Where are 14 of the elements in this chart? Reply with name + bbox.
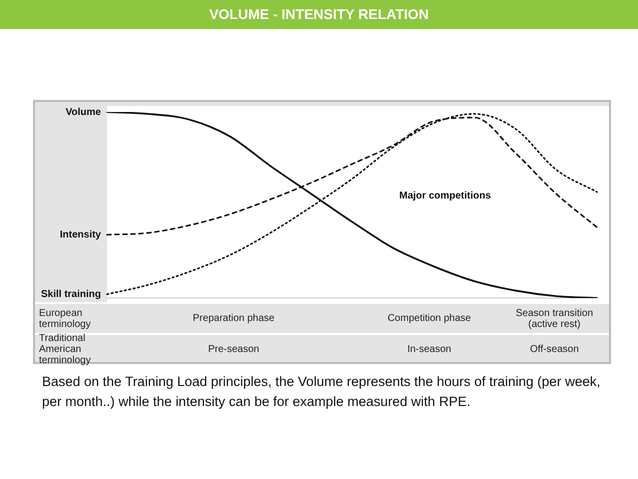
- text: European terminology: [38, 308, 92, 330]
- text: Based on the Training Load principles, the Volume represents the hours of training (per week, per month..) while the intensity can be for example measured with RPE.: [42, 373, 602, 411]
- annotation: Major competitions: [399, 190, 492, 202]
- text: Traditional American terminology: [38, 333, 92, 366]
- series-label: Intensity: [60, 230, 102, 241]
- text: Competition phase: [386, 313, 472, 324]
- text: Pre-season: [207, 344, 260, 355]
- series-label: Volume: [66, 106, 102, 118]
- text: Season transition (active rest): [514, 308, 594, 330]
- text: Off-season: [529, 344, 580, 355]
- series-label: Skill training: [40, 289, 101, 300]
- text: Preparation phase: [192, 313, 276, 324]
- text: In-season: [406, 344, 452, 355]
- chart-title: VOLUME - INTENSITY RELATION: [0, 0, 638, 29]
